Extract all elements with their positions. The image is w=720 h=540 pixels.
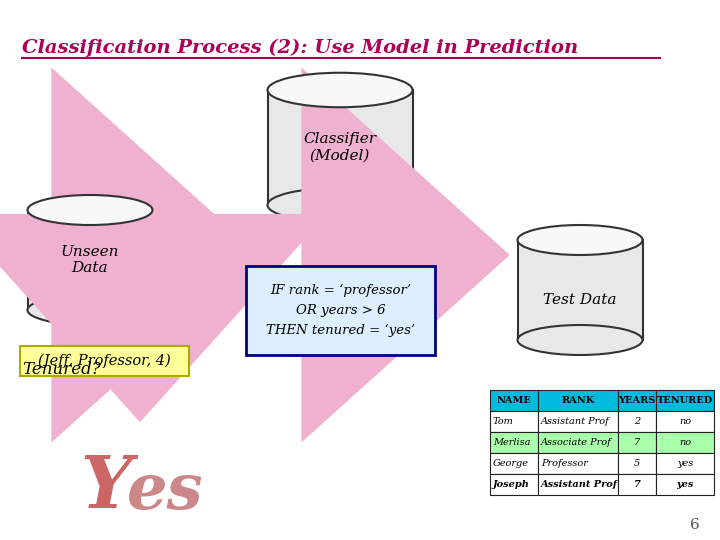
Bar	[656, 411, 714, 432]
Text: 7: 7	[634, 480, 640, 489]
Bar	[490, 411, 538, 432]
Text: Classification Process (2): Use Model in Prediction: Classification Process (2): Use Model in…	[22, 39, 578, 57]
Text: RANK: RANK	[562, 396, 595, 405]
Ellipse shape	[27, 195, 153, 225]
Text: 5: 5	[634, 459, 640, 468]
Bar	[656, 390, 714, 411]
Text: yes: yes	[676, 480, 693, 489]
Text: no: no	[679, 417, 691, 426]
Ellipse shape	[268, 188, 413, 222]
Ellipse shape	[27, 295, 153, 325]
Text: (Jeff, Professor, 4): (Jeff, Professor, 4)	[38, 354, 171, 368]
Text: Joseph: Joseph	[493, 480, 530, 489]
Text: 2: 2	[634, 417, 640, 426]
Text: Professor: Professor	[541, 459, 588, 468]
Bar	[538, 411, 618, 432]
Bar	[490, 432, 538, 453]
Text: Test Data: Test Data	[544, 293, 617, 307]
Text: NAME: NAME	[497, 396, 531, 405]
Bar	[618, 411, 656, 432]
Text: no: no	[679, 438, 691, 447]
Bar	[618, 390, 656, 411]
Bar	[538, 474, 618, 495]
Text: TENURED: TENURED	[657, 396, 713, 405]
Bar	[656, 453, 714, 474]
Bar	[490, 453, 538, 474]
Bar	[27, 210, 153, 310]
FancyBboxPatch shape	[246, 266, 435, 355]
Text: Tom: Tom	[493, 417, 514, 426]
Text: Y: Y	[80, 453, 132, 523]
Bar	[618, 474, 656, 495]
Text: YEARS: YEARS	[618, 396, 656, 405]
Bar	[656, 474, 714, 495]
Text: Tenured?: Tenured?	[22, 361, 101, 379]
Text: 7: 7	[634, 438, 640, 447]
Text: 6: 6	[690, 518, 700, 532]
Ellipse shape	[268, 73, 413, 107]
Bar	[490, 390, 538, 411]
Text: IF rank = ‘professor’
OR years > 6
THEN tenured = ‘yes’: IF rank = ‘professor’ OR years > 6 THEN …	[266, 284, 415, 337]
Ellipse shape	[518, 225, 642, 255]
Text: es: es	[127, 461, 204, 523]
Bar	[538, 390, 618, 411]
Text: Assistant Prof: Assistant Prof	[541, 417, 610, 426]
Bar	[656, 432, 714, 453]
Text: Assistant Prof: Assistant Prof	[541, 480, 618, 489]
Bar	[538, 432, 618, 453]
FancyBboxPatch shape	[20, 346, 189, 376]
Text: yes: yes	[677, 459, 693, 468]
Text: Unseen
Data: Unseen Data	[60, 245, 120, 275]
Bar	[538, 453, 618, 474]
Bar	[518, 240, 642, 340]
Text: Merlisa: Merlisa	[493, 438, 531, 447]
Bar	[618, 432, 656, 453]
Bar	[268, 90, 413, 205]
Ellipse shape	[518, 325, 642, 355]
Bar	[490, 474, 538, 495]
Text: Associate Prof: Associate Prof	[541, 438, 612, 447]
Text: George: George	[493, 459, 529, 468]
Bar	[618, 453, 656, 474]
Text: Classifier
(Model): Classifier (Model)	[304, 132, 377, 163]
